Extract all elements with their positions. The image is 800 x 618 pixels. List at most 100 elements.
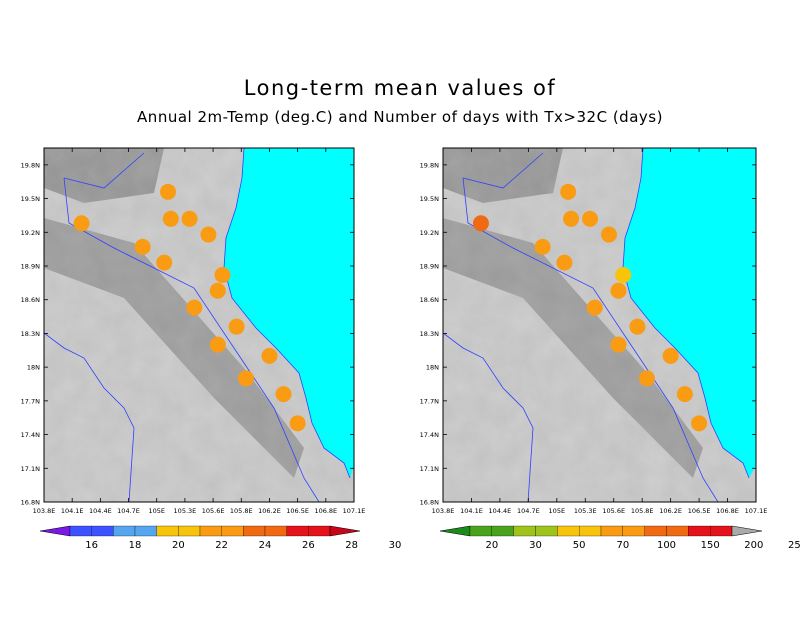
station-point [691,415,708,432]
colorbar-high-arrow [329,525,361,537]
colorbar-segment [308,525,331,537]
station-point [237,370,254,387]
y-tick-label: 16.8N [420,499,439,507]
colorbar-segment [264,525,287,537]
colorbar-segment [622,525,645,537]
y-tick-label: 16.8N [21,499,40,507]
station-point [200,226,217,243]
x-tick-label: 106.8E [314,507,337,515]
colorbar-high-arrow [731,525,763,537]
x-tick-label: 105E [549,507,566,515]
x-tick-label: 105.6E [202,507,225,515]
y-tick-label: 19.2N [21,229,40,237]
station-point [610,336,627,353]
x-tick-label: 104.1E [460,507,483,515]
land-terrain [443,148,756,502]
station-point [209,336,226,353]
colorbar-segment [199,525,222,537]
station-point [209,282,226,299]
y-tick-label: 19.5N [420,195,439,203]
station-point [261,347,278,364]
colorbar-segment [134,525,157,537]
sea-area [623,148,756,478]
station-point [600,226,617,243]
colorbar-label: 20 [172,540,185,551]
station-point [534,238,551,255]
colorbar-segment [113,525,136,537]
x-tick-label: 106.2E [659,507,682,515]
station-point [676,386,693,403]
colorbar-label: 22 [215,540,228,551]
colorbar-segment [644,525,667,537]
station-point [556,254,573,271]
x-tick-label: 105.3E [174,507,197,515]
colorbar-label: 16 [85,540,98,551]
x-tick-label: 105.8E [230,507,253,515]
station-point [610,282,627,299]
x-tick-label: 105.6E [602,507,625,515]
colorbar-label: 20 [485,540,498,551]
colorbar-segment [286,525,309,537]
colorbar-label: 30 [529,540,542,551]
colorbar-segment [243,525,266,537]
y-tick-label: 17.1N [21,465,40,473]
x-tick-label: 104.4E [489,507,512,515]
station-point [662,347,679,364]
x-tick-label: 103.8E [432,507,455,515]
y-tick-label: 19.8N [420,161,439,169]
colorbar-label: 70 [616,540,629,551]
map-panels: 16.8N 17.1N 17.4N 17.7N 18N 18.3N 18.6N 18.9N 19… [21,147,800,551]
colorbar-segment [69,525,92,537]
x-tick-label: 106.5E [286,507,309,515]
colorbar-label: 200 [744,540,763,551]
colorbar-label: 100 [657,540,676,551]
colorbar-segment [600,525,623,537]
y-tick-label: 17.7N [21,397,40,405]
colorbar-low-arrow [439,525,471,537]
y-tick-label: 19.8N [21,161,40,169]
station-point [582,210,599,227]
y-tick-label: 17.4N [21,431,40,439]
y-tick-label: 18.3N [420,330,439,338]
land-terrain [44,148,354,502]
y-tick-label: 19.2N [420,229,439,237]
coastline [622,148,750,479]
station-point [160,183,176,200]
sea-area [224,148,354,478]
station-point [615,266,632,283]
map-panel-right: 16.8N 17.1N 17.4N 17.7N 18N 18.3N 18.6N 18.9N 19… [420,147,800,551]
x-tick-label: 107.1E [343,507,366,515]
station-point [563,210,580,227]
x-tick-label: 106.5E [688,507,711,515]
colorbar-label: 24 [259,540,272,551]
station-point [586,299,603,316]
x-tick-label: 104.1E [61,507,84,515]
station-point [560,183,577,200]
colorbar-segment [221,525,244,537]
chart-title: Long-term mean values of [243,76,557,100]
colorbar-segment [91,525,114,537]
colorbar-segment [178,525,201,537]
station-point [228,318,245,335]
x-tick-label: 104.7E [117,507,140,515]
station-point [214,266,231,283]
colorbar-label: 50 [573,540,586,551]
y-tick-label: 18.3N [21,330,40,338]
station-point [181,210,198,227]
x-tick-label: 106.2E [258,507,281,515]
border-line-west [44,332,135,502]
station-point [73,215,90,232]
colorbar-segment [666,525,689,537]
colorbar-label: 28 [345,540,358,551]
station-point [289,415,306,432]
y-tick-label: 19.5N [21,195,40,203]
station-point [162,210,179,227]
colorbar-segment [491,525,514,537]
station-point [472,215,489,232]
colorbar-low-arrow [39,525,71,537]
y-tick-label: 18N [426,364,439,372]
colorbar-segment [469,525,492,537]
colorbar-label: 26 [302,540,315,551]
border-line-west [443,332,534,502]
colorbar-label: 250 [788,540,800,551]
